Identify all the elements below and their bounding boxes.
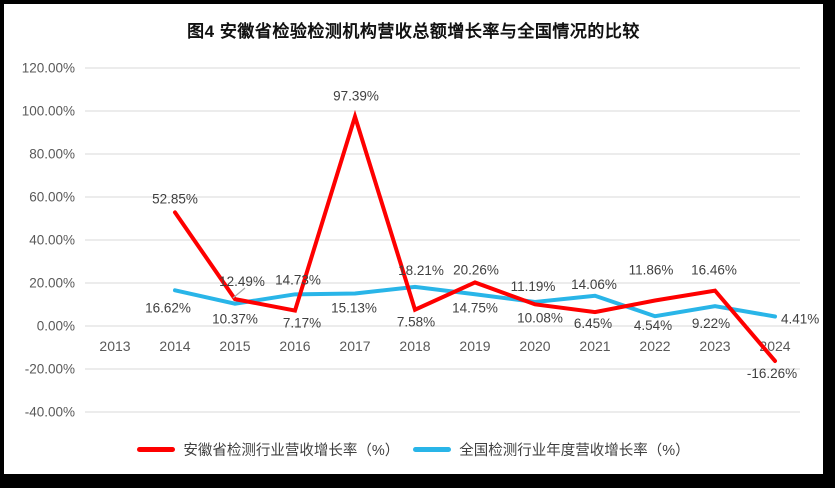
y-tick-label: 120.00% xyxy=(22,61,75,76)
data-label: 11.86% xyxy=(629,263,674,278)
data-label: 6.45% xyxy=(574,316,612,331)
label-leader-line xyxy=(232,287,246,299)
data-label: 10.08% xyxy=(517,310,563,325)
y-tick-label: -20.00% xyxy=(25,362,75,377)
x-tick-label: 2015 xyxy=(219,338,250,354)
x-tick-label: 2021 xyxy=(579,338,610,354)
y-tick-label: 20.00% xyxy=(29,276,75,291)
data-label: 4.54% xyxy=(634,318,672,333)
x-tick-label: 2017 xyxy=(339,338,370,354)
x-tick-label: 2018 xyxy=(399,338,430,354)
chart-panel: 图4 安徽省检验检测机构营收总额增长率与全国情况的比较 120.00% 100.0… xyxy=(4,4,823,474)
legend-item-anhui: 安徽省检测行业营收增长率（%） xyxy=(137,439,399,460)
y-tick-label: 0.00% xyxy=(37,319,75,334)
legend-label-national: 全国检测行业年度营收增长率（%） xyxy=(459,443,690,459)
x-tick-label: 2020 xyxy=(519,338,550,354)
legend-line-anhui-swatch xyxy=(137,447,176,452)
data-label: 7.58% xyxy=(397,315,435,330)
data-label: 52.85% xyxy=(152,191,198,206)
data-label: 16.46% xyxy=(691,263,737,278)
data-label: -16.26% xyxy=(747,366,797,381)
data-label: 11.19% xyxy=(511,279,556,294)
y-tick-label: 80.00% xyxy=(29,147,75,162)
legend-label-anhui: 安徽省检测行业营收增长率（%） xyxy=(183,443,400,459)
data-label: 16.62% xyxy=(145,300,191,315)
data-label: 14.73% xyxy=(275,272,321,287)
data-label: 18.21% xyxy=(398,263,444,278)
series-line-national xyxy=(173,284,777,319)
chart-title: 图4 安徽省检验检测机构营收总额增长率与全国情况的比较 xyxy=(187,22,640,41)
x-tick-label: 2014 xyxy=(159,338,190,354)
data-label: 20.26% xyxy=(453,262,499,277)
chart-legend: 安徽省检测行业营收增长率（%） 全国检测行业年度营收增长率（%） xyxy=(4,439,823,460)
data-label: 12.49% xyxy=(219,274,265,289)
data-label: 14.75% xyxy=(452,300,498,315)
legend-line-national-swatch xyxy=(413,447,452,452)
line-chart: 120.00% 100.00% 80.00% 60.00% 40.00% 20.00% 0.… xyxy=(22,61,820,420)
data-label: 10.37% xyxy=(212,312,258,327)
x-tick-label: 2023 xyxy=(699,338,730,354)
x-tick-label: 2019 xyxy=(459,338,490,354)
data-label: 15.13% xyxy=(331,300,377,315)
x-tick-label: 2013 xyxy=(99,338,130,354)
legend-item-national: 全国检测行业年度营收增长率（%） xyxy=(413,439,690,460)
y-tick-label: 40.00% xyxy=(29,233,75,248)
y-tick-label: 100.00% xyxy=(22,104,75,119)
y-tick-label: -40.00% xyxy=(25,405,75,420)
series-line-anhui xyxy=(173,109,777,363)
data-label: 7.17% xyxy=(283,316,321,331)
x-tick-label: 2022 xyxy=(639,338,670,354)
data-label: 4.41% xyxy=(781,312,819,327)
y-tick-label: 60.00% xyxy=(29,190,75,205)
data-label: 9.22% xyxy=(692,316,730,331)
x-tick-label: 2016 xyxy=(279,338,310,354)
data-label: 97.39% xyxy=(333,89,379,104)
data-label: 14.06% xyxy=(571,277,617,292)
